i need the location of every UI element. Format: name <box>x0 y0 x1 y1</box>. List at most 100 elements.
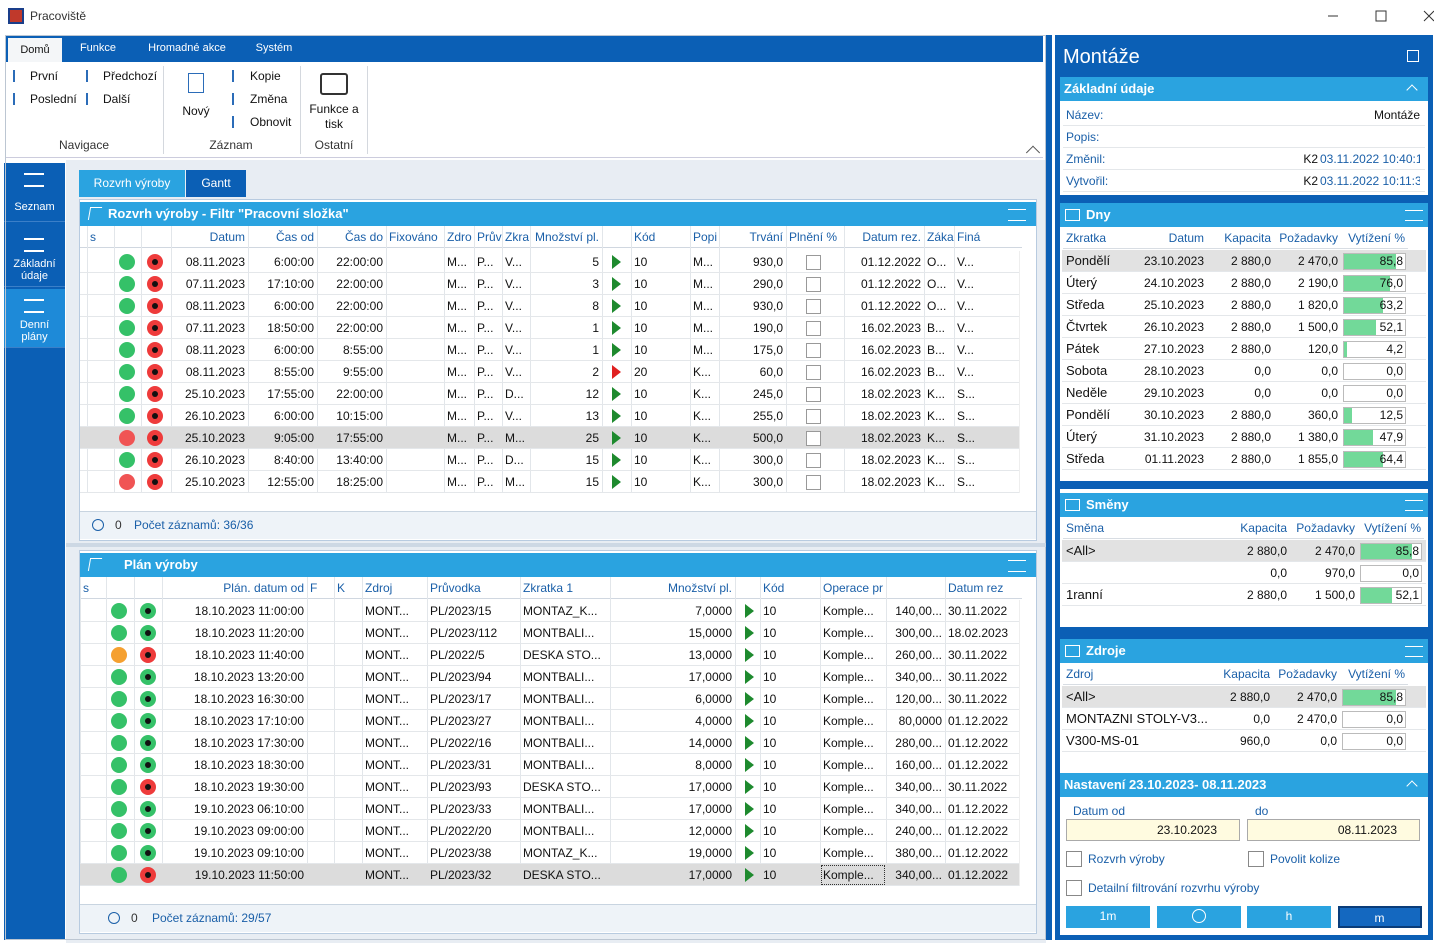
status-dot <box>111 647 127 663</box>
cell: MONT... <box>365 648 409 662</box>
cell: 1 <box>592 321 599 335</box>
cell: 9:05:00 <box>273 431 314 445</box>
column-header: Vytížení % <box>1340 663 1408 685</box>
status-dot <box>119 320 135 336</box>
cell: 2 880,0 <box>1230 298 1271 312</box>
cell: 300,0 <box>752 475 783 489</box>
cell: V... <box>505 365 522 379</box>
ribbon-item[interactable]: Další <box>103 92 131 106</box>
field-label: Datum od <box>1073 804 1126 818</box>
sidebar-item[interactable] <box>4 228 65 287</box>
cell: 22:00:00 <box>336 299 383 313</box>
ribbon-item[interactable]: Změna <box>250 92 288 106</box>
cell: MONTBALI... <box>523 802 595 816</box>
button[interactable]: m <box>1337 906 1422 928</box>
status-dot-center <box>145 652 151 658</box>
cell: P... <box>477 453 494 467</box>
status-dot <box>119 474 135 490</box>
util-bar <box>1344 342 1347 357</box>
ribbon-item[interactable]: První <box>30 69 59 83</box>
column-header: Množství pl. <box>534 230 599 244</box>
grid-row <box>80 820 1022 842</box>
grid-row <box>80 600 1022 622</box>
cell: 20 <box>634 365 648 379</box>
cell: V... <box>957 255 974 269</box>
cell: P... <box>477 475 494 489</box>
cell: 340,00... <box>895 868 942 882</box>
cell: K... <box>693 409 712 423</box>
cell: MONT... <box>365 802 409 816</box>
ribbon-body <box>5 62 1043 158</box>
window-button[interactable] <box>1363 6 1399 26</box>
status-dot-center <box>145 608 151 614</box>
footer-icon <box>92 519 104 531</box>
cell: 8,0000 <box>695 758 732 772</box>
grid-row <box>80 339 1022 361</box>
ribbon-item[interactable]: Kopie <box>250 69 281 83</box>
checkbox[interactable] <box>1248 851 1264 867</box>
column-header: Operace pr <box>823 581 884 595</box>
cell: 500,0 <box>752 431 783 445</box>
cell: 19,0000 <box>688 846 732 860</box>
cell: V... <box>957 299 974 313</box>
cell: 2 <box>592 365 599 379</box>
cell: V... <box>957 321 974 335</box>
cell: S... <box>957 409 976 423</box>
cell: 16.02.2023 <box>860 365 921 379</box>
footer-records: Počet záznamů: 36/36 <box>134 518 254 532</box>
cell: 6:00:00 <box>273 255 314 269</box>
ribbon-item[interactable]: Předchozí <box>103 69 158 83</box>
cell: V... <box>505 409 522 423</box>
cell: 140,00... <box>895 604 942 618</box>
window-button[interactable] <box>1411 6 1434 26</box>
cell: 24.10.2023 <box>1143 276 1204 290</box>
tab[interactable]: Rozvrh výroby <box>79 170 185 197</box>
button[interactable]: h <box>1247 906 1331 928</box>
cell: MONTBALI... <box>523 736 595 750</box>
footer-count: 0 <box>131 911 138 925</box>
sidebar-item[interactable] <box>4 289 65 348</box>
cell: 08.11.2023 <box>185 299 245 313</box>
status-dot <box>111 801 127 817</box>
ribbon-tab[interactable]: Funkce <box>79 42 117 54</box>
window-button[interactable] <box>1315 6 1351 26</box>
column-header: Popi <box>693 230 718 244</box>
check-label: Detailní filtrování rozvrhu výroby <box>1088 881 1260 895</box>
state-arrow <box>612 387 621 401</box>
status-dot <box>111 735 127 751</box>
checkbox[interactable] <box>1066 851 1082 867</box>
sidebar-item[interactable] <box>4 163 65 222</box>
ribbon-tab[interactable]: Systém <box>255 42 293 54</box>
cell: Pondělí <box>1066 253 1111 268</box>
window-title: Pracoviště <box>30 9 87 23</box>
column-divider <box>171 226 172 493</box>
grid-row <box>80 317 1022 339</box>
book-icon <box>1065 645 1080 657</box>
ribbon-item[interactable]: Funkce a tisk <box>309 102 359 131</box>
status-dot <box>111 823 127 839</box>
ribbon-item[interactable]: Poslední <box>30 92 77 106</box>
ribbon-tab[interactable]: Domů <box>8 38 62 62</box>
status-dot-center <box>152 369 158 375</box>
status-dot-center <box>152 259 158 265</box>
tab[interactable]: Gantt <box>186 170 246 197</box>
date-input[interactable]: 23.10.2023 <box>1066 819 1240 841</box>
cell: 2 880,0 <box>1230 452 1271 466</box>
cell: 2 470,0 <box>1296 712 1337 726</box>
cell: 12:55:00 <box>267 475 314 489</box>
cell: 0,0 <box>1254 386 1271 400</box>
column-divider <box>141 226 142 493</box>
button[interactable]: 1m <box>1066 906 1150 928</box>
ribbon-item[interactable]: Obnovit <box>250 115 292 129</box>
table-row <box>1062 272 1426 294</box>
cell: P... <box>477 255 494 269</box>
cell: V... <box>957 277 974 291</box>
cell: 255,0 <box>752 409 783 423</box>
ribbon-item[interactable]: Nový <box>182 104 210 118</box>
ribbon-group-label: Záznam <box>209 138 253 152</box>
status-dot-center <box>145 784 151 790</box>
date-input[interactable]: 08.11.2023 <box>1247 819 1420 841</box>
checkbox[interactable] <box>1066 880 1082 896</box>
cell: MONT... <box>365 868 409 882</box>
ribbon-tab[interactable]: Hromadné akce <box>148 42 226 54</box>
